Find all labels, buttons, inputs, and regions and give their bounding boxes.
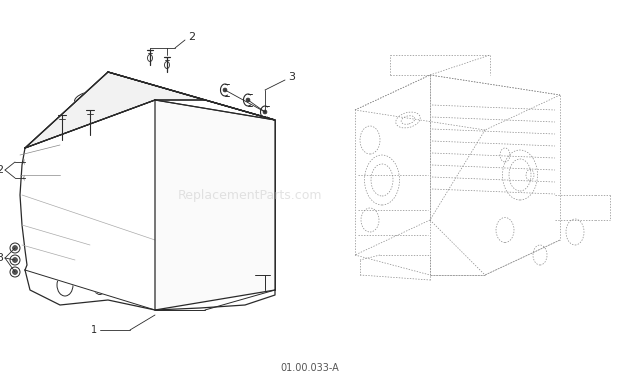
Polygon shape <box>25 100 155 310</box>
Ellipse shape <box>125 105 131 109</box>
Text: ReplacementParts.com: ReplacementParts.com <box>178 188 322 201</box>
Text: 1: 1 <box>91 325 97 335</box>
Ellipse shape <box>106 78 114 82</box>
Ellipse shape <box>117 93 123 97</box>
Text: 3: 3 <box>288 72 295 82</box>
Text: 2: 2 <box>188 32 195 42</box>
Circle shape <box>223 88 227 92</box>
Ellipse shape <box>136 85 144 89</box>
Circle shape <box>12 269 17 274</box>
Circle shape <box>246 98 250 102</box>
Circle shape <box>12 245 17 250</box>
Circle shape <box>27 176 30 179</box>
Text: 2: 2 <box>0 165 3 175</box>
Polygon shape <box>155 100 275 310</box>
Polygon shape <box>25 72 205 148</box>
Polygon shape <box>25 72 275 148</box>
Polygon shape <box>108 72 275 120</box>
Text: 3: 3 <box>0 253 3 263</box>
Text: 01.00.033-A: 01.00.033-A <box>281 363 339 373</box>
Ellipse shape <box>182 110 188 114</box>
Circle shape <box>12 258 17 263</box>
Ellipse shape <box>166 103 174 108</box>
Circle shape <box>263 110 267 114</box>
Circle shape <box>27 160 30 163</box>
